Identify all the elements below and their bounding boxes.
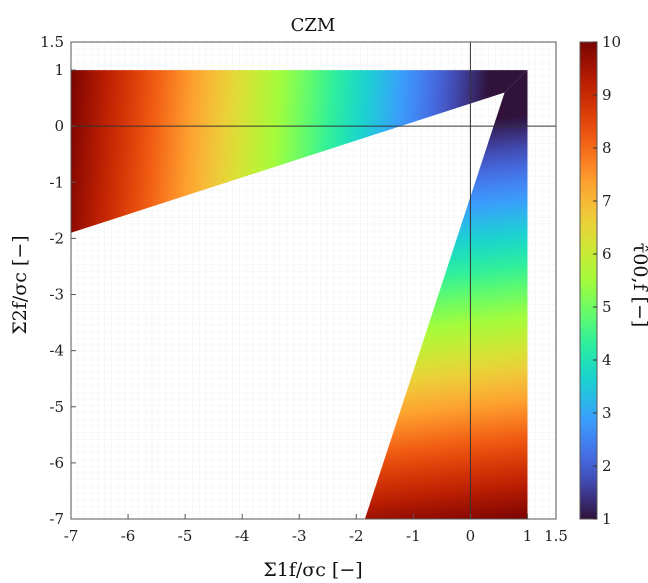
colorbar-label: τ̂00,f [−] xyxy=(629,243,648,328)
x-tick-label: -7 xyxy=(64,527,79,545)
colorbar-tick-label: 8 xyxy=(602,139,612,157)
plot-frame xyxy=(70,41,557,520)
colorbar-tick-label: 2 xyxy=(602,457,612,475)
x-tick-label: -2 xyxy=(349,527,364,545)
x-axis-ticks: -7 -6 -5 -4 -3 -2 -1 0 1 1.5 xyxy=(64,514,568,545)
y-tick-label: -5 xyxy=(49,398,64,416)
x-tick-label: -3 xyxy=(292,527,307,545)
colorbar-tick-label: 3 xyxy=(602,404,612,422)
x-tick-label: 1 xyxy=(523,527,533,545)
region-right-band xyxy=(364,70,528,519)
colorbar-ticks: 1 2 3 4 5 6 7 8 9 10 xyxy=(593,33,621,528)
colorbar-tick-label: 1 xyxy=(602,510,612,528)
x-tick-label: -4 xyxy=(235,527,250,545)
colorbar-tick-label: 10 xyxy=(602,33,621,51)
x-tick-label: -1 xyxy=(406,527,421,545)
y-tick-label: -7 xyxy=(49,510,64,528)
colorbar-tick-label: 5 xyxy=(602,298,612,316)
colorbar-tick-label: 4 xyxy=(602,351,612,369)
y-tick-label: -2 xyxy=(49,229,64,247)
x-axis-label: Σ1f/σc [−] xyxy=(263,559,362,581)
reference-lines xyxy=(71,42,556,519)
colorbar-tick-label: 6 xyxy=(602,245,612,263)
y-tick-label: -3 xyxy=(49,286,64,304)
x-tick-label: 0 xyxy=(466,527,476,545)
y-tick-label: 1 xyxy=(54,61,64,79)
heatmap-regions xyxy=(71,70,528,519)
colorbar-tick-label: 7 xyxy=(602,192,612,210)
y-tick-label: -6 xyxy=(49,454,64,472)
y-tick-label: 1.5 xyxy=(40,33,64,51)
y-axis-ticks: -7 -6 -5 -4 -3 -2 -1 0 1 1.5 xyxy=(40,33,76,528)
colorbar-tick-label: 9 xyxy=(602,86,612,104)
y-tick-label: -1 xyxy=(49,173,64,191)
y-tick-label: -4 xyxy=(49,342,64,360)
y-axis-label: Σ2f/σc [−] xyxy=(9,235,31,334)
region-upper-band xyxy=(71,70,528,233)
y-tick-label: 0 xyxy=(54,117,64,135)
x-tick-label: -5 xyxy=(178,527,193,545)
x-tick-label: -6 xyxy=(121,527,136,545)
x-tick-label: 1.5 xyxy=(544,527,568,545)
colorbar xyxy=(579,41,598,520)
chart-title: CZM xyxy=(291,15,336,36)
